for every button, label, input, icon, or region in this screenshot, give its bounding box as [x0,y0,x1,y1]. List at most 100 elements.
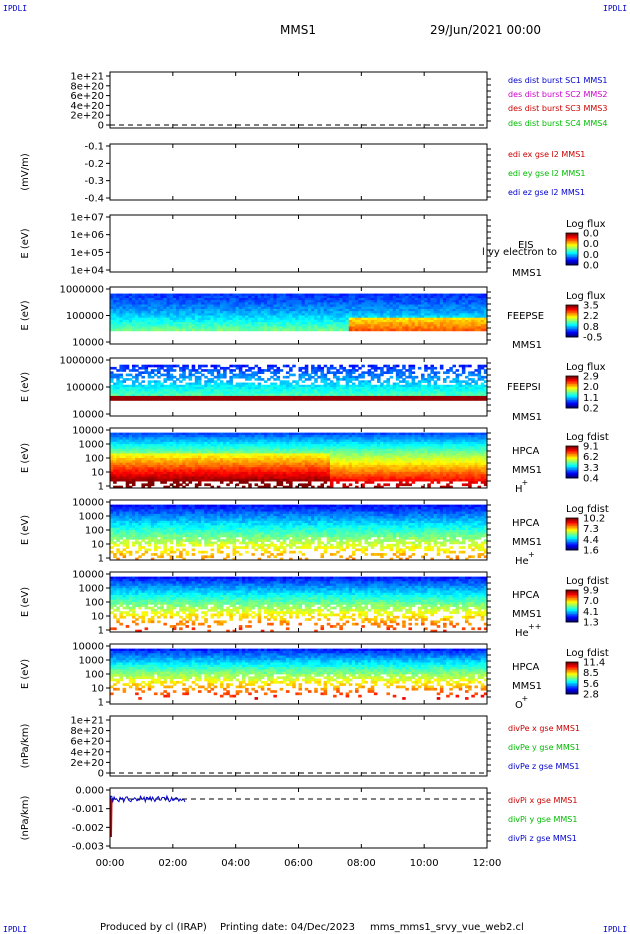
heatmap-cell [304,297,309,301]
heatmap-cell [226,432,230,436]
heatmap-cell [128,315,133,319]
heatmap-cell [304,391,309,395]
heatmap-cell [172,434,177,438]
heatmap-cell [245,308,249,312]
heatmap-cell [289,306,293,310]
heatmap-cell [342,378,347,381]
heatmap-cell [169,373,174,377]
heatmap-cell [135,295,139,299]
heatmap-cell [116,293,120,297]
heatmap-cell [351,306,356,310]
heatmap-cell [333,366,337,370]
heatmap-cell [276,395,281,399]
heatmap-cell [314,391,318,395]
colorbar-segment [566,260,578,263]
heatmap-cell [477,308,482,312]
heatmap-cell [355,393,359,397]
heatmap-cell [113,317,117,321]
heatmap-cell [273,471,277,475]
heatmap-cell [351,326,356,330]
heatmap-cell [295,302,299,305]
heatmap-cell [430,391,434,395]
heatmap-cell [408,293,412,297]
heatmap-cell [405,313,409,316]
heatmap-cell [270,322,274,325]
heatmap-cell [399,393,403,397]
heatmap-cell [157,448,161,452]
heatmap-cell [342,326,347,330]
heatmap-cell [226,326,230,330]
heatmap-cell [254,474,259,477]
heatmap-cell [204,448,208,452]
datetime-title: 29/Jun/2021 00:00 [430,23,541,37]
colorbar-segment [566,233,578,235]
heatmap-cell [113,293,117,297]
heatmap-cell [471,315,475,319]
heatmap-cell [125,391,130,395]
heatmap-cell [270,384,274,388]
heatmap-cell [238,371,243,375]
heatmap-cell [320,300,325,303]
heatmap-cell [273,469,277,473]
heatmap-cell [110,460,114,464]
heatmap-cell [160,300,164,303]
heatmap-cell [436,302,441,305]
heatmap-cell [455,382,460,386]
heatmap-cell [110,300,114,303]
heatmap-cell [461,391,466,395]
heatmap-cell [276,306,281,310]
heatmap-cell [289,308,293,312]
heatmap-cell [380,317,384,321]
heatmap-cell [229,324,233,327]
heatmap-cell [257,315,262,319]
heatmap-cell [323,384,328,388]
heatmap-cell [301,393,306,397]
heatmap-cell [163,384,167,388]
heatmap-cell [150,448,155,452]
heatmap-cell [427,366,431,370]
colorbar-segment [566,398,578,401]
heatmap-cell [235,398,240,401]
heatmap-cell [182,384,186,388]
heatmap-cell [358,306,362,310]
heatmap-cell [480,378,485,381]
heatmap-cell [358,366,362,370]
heatmap-cell [430,389,434,392]
heatmap-cell [295,322,299,325]
heatmap-cell [461,313,466,316]
heatmap-cell [364,387,369,390]
heatmap-cell [273,295,277,299]
heatmap-cell [380,391,384,395]
heatmap-cell [175,448,180,452]
heatmap-cell [443,297,447,301]
heatmap-cell [153,297,158,301]
heatmap-cell [402,302,406,305]
heatmap-cell [245,306,249,310]
heatmap-cell [135,302,139,305]
heatmap-cell [119,366,123,370]
heatmap-cell [314,389,318,392]
ytick-label: 8e+20 [70,81,104,92]
heatmap-cell [207,448,211,452]
heatmap-cell [122,434,127,438]
heatmap-cell [245,364,249,368]
heatmap-cell [207,469,211,473]
heatmap-cell [380,371,384,375]
heatmap-cell [449,322,453,325]
heatmap-cell [207,324,211,327]
heatmap-cell [311,375,315,379]
heatmap-cell [245,378,249,381]
heatmap-cell [452,364,456,368]
heatmap-cell [399,398,403,401]
heatmap-cell [207,434,211,438]
heatmap-cell [169,306,174,310]
colorbar-segment [566,255,578,258]
heatmap-cell [191,328,196,332]
heatmap-cell [169,319,174,323]
heatmap-cell [345,326,350,330]
heatmap-cell [307,319,312,323]
heatmap-cell [336,306,340,310]
heatmap-cell [458,302,463,305]
heatmap-cell [135,311,139,314]
heatmap-cell [213,306,218,310]
